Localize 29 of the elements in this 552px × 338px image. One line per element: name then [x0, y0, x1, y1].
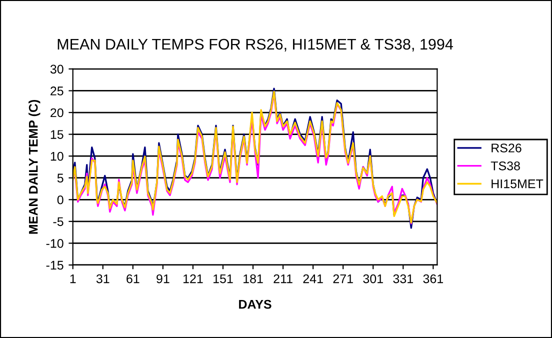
- y-tick-label: 5: [57, 174, 64, 183]
- x-tick-label: 61: [126, 274, 140, 284]
- x-tick-label: 361: [423, 274, 443, 284]
- y-tick-label: 0: [57, 195, 64, 204]
- x-tick-label: 121: [183, 274, 203, 284]
- legend-label: RS26: [492, 144, 522, 152]
- legend-label: TS38: [490, 161, 520, 170]
- x-tick-label: 1: [70, 274, 76, 284]
- y-tick-label: -5: [53, 217, 64, 226]
- y-tick-label: 15: [50, 130, 64, 139]
- y-tick-label: 20: [50, 108, 64, 118]
- x-tick-label: 331: [393, 274, 413, 284]
- legend-label: HI15MET: [492, 180, 544, 188]
- x-tick-label: 241: [303, 274, 323, 284]
- chart-title: MEAN DAILY TEMPS FOR RS26, HI15MET & TS38, 1994: [58, 38, 454, 52]
- y-tick-label: 30: [50, 64, 64, 74]
- x-tick-label: 211: [274, 274, 292, 284]
- x-axis-title: DAYS: [239, 300, 272, 309]
- x-tick-label: 151: [214, 274, 233, 284]
- x-tick-label: 181: [244, 274, 263, 284]
- x-tick-label: 31: [96, 274, 110, 284]
- y-tick-label: 10: [50, 152, 64, 161]
- y-tick-label: -15: [46, 260, 64, 270]
- y-tick-label: 25: [50, 86, 64, 96]
- x-tick-label: 301: [363, 274, 383, 284]
- x-tick-label: 91: [156, 274, 170, 284]
- x-tick-label: 271: [333, 274, 353, 284]
- y-tick-label: -10: [46, 239, 64, 248]
- y-axis-title: MEAN DAILY TEMP (C): [28, 100, 40, 234]
